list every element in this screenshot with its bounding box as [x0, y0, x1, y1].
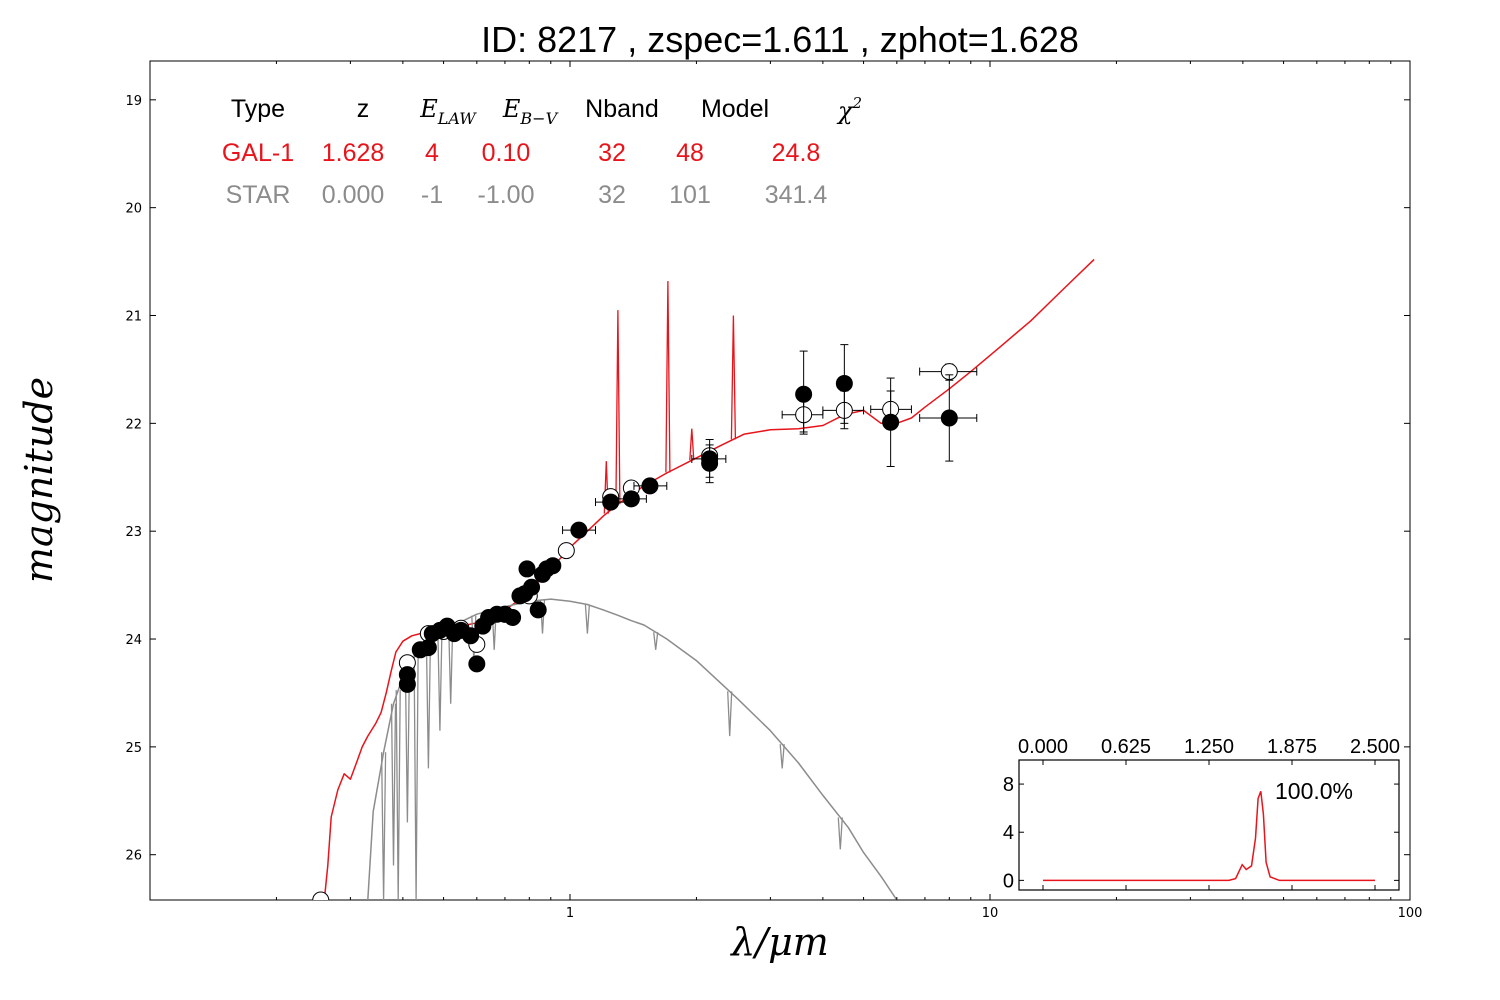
table-cell: 1.628 [322, 139, 385, 167]
sed-feature-1 [395, 690, 401, 900]
y-tick-label: 23 [125, 525, 142, 540]
fit-results-table: Type z ELAW EB−V Nband Model χ2 GAL-1 1.6… [222, 94, 862, 209]
inset-x-tick-label: 2.500 [1350, 736, 1400, 758]
sed-feature-1 [437, 633, 443, 731]
pdf-curve [1043, 791, 1375, 882]
table-cell: -1.00 [478, 181, 535, 209]
sed-feature-1 [727, 691, 733, 737]
observed-flux-point [835, 374, 853, 392]
table-cell: 341.4 [765, 181, 828, 209]
sed-feature-1 [404, 668, 411, 823]
inset-x-tick-label: 1.875 [1267, 736, 1317, 758]
axes: 1 10 100 19 20 21 22 23 24 25 26 [125, 61, 1422, 921]
table-header-type: Type [231, 95, 285, 123]
plot-inner [312, 258, 1095, 900]
inset-x-tick-label: 0.000 [1018, 736, 1068, 758]
observed-flux-point [795, 385, 813, 403]
observed-flux-point [462, 627, 480, 645]
sed-feature-0 [665, 280, 671, 473]
inset-y-tick-label: 0 [1003, 870, 1014, 892]
y-tick-label: 26 [125, 849, 142, 864]
sed-feature-1 [413, 655, 419, 900]
table-header-z: z [357, 95, 370, 123]
inset-frame [1018, 759, 1400, 891]
y-tick-label: 24 [125, 633, 142, 648]
y-tick-label: 25 [125, 741, 142, 756]
sed-feature-1 [837, 817, 843, 850]
observed-flux-point [882, 413, 900, 431]
table-cell: 101 [669, 181, 711, 209]
sed-feature-0 [615, 310, 621, 505]
plot-area [312, 258, 1095, 900]
y-axis-label: magnitude [17, 377, 61, 583]
table-cell: 24.8 [772, 139, 821, 167]
observed-flux-point [419, 639, 437, 657]
table-cell: -1 [421, 181, 443, 209]
observed-flux-point [701, 454, 719, 472]
observed-flux-point [641, 477, 659, 495]
inset-x-tick-label: 1.250 [1184, 736, 1234, 758]
observed-flux-point [523, 578, 541, 596]
redshift-pdf-inset: 0.000 0.625 1.250 1.875 2.500 0 4 8 100.0% [1003, 736, 1400, 892]
table-cell: 32 [598, 139, 626, 167]
sed-feature-1 [584, 604, 591, 634]
sed-feature-1 [390, 703, 397, 866]
sed-feature-0 [689, 428, 695, 461]
inset-y-tick-label: 8 [1003, 774, 1014, 796]
observed-flux-point [398, 675, 416, 693]
inset-y-tick-label: 4 [1003, 822, 1014, 844]
chart-title: ID: 8217 , zspec=1.611 , zphot=1.628 [481, 19, 1079, 60]
observed-flux-point [529, 601, 547, 619]
sed-feature-1 [653, 632, 659, 650]
table-cell: 0.000 [322, 181, 385, 209]
y-tick-label: 22 [125, 417, 142, 432]
sed-line-0 [323, 258, 1095, 900]
model-flux-point [557, 542, 575, 560]
sed-line-1 [367, 598, 898, 900]
plot-frame [149, 60, 1411, 901]
x-tick-label: 10 [982, 906, 999, 921]
sed-feature-0 [730, 315, 737, 440]
y-tick-label: 20 [125, 202, 142, 217]
table-cell: STAR [226, 181, 291, 209]
sed-feature-1 [448, 626, 454, 704]
observed-flux-point [570, 521, 588, 539]
observed-flux-point [518, 560, 536, 578]
table-header-elaw: ELAW [419, 95, 477, 128]
observed-flux-point [544, 557, 562, 575]
observed-flux-point [940, 409, 958, 427]
sed-feature-1 [779, 744, 785, 769]
y-tick-label: 19 [125, 94, 142, 109]
table-cell: 0.10 [482, 139, 531, 167]
table-cell: GAL-1 [222, 139, 294, 167]
sed-feature-1 [425, 641, 432, 769]
inset-x-tick-label: 0.625 [1101, 736, 1151, 758]
model-flux-point [312, 891, 330, 900]
table-cell: 4 [425, 139, 439, 167]
x-tick-label: 1 [566, 906, 574, 921]
observed-flux-point [622, 490, 640, 508]
x-tick-label: 100 [1398, 906, 1423, 921]
table-cell: 32 [598, 181, 626, 209]
sed-feature-1 [380, 752, 387, 900]
observed-flux-point [468, 655, 486, 673]
table-cell: 48 [676, 139, 704, 167]
observed-flux-point [602, 493, 620, 511]
inset-annotation: 100.0% [1275, 778, 1353, 804]
x-axis-label: λ/μm [729, 920, 829, 964]
observed-flux-point [504, 608, 522, 626]
table-header-ebv: EB−V [502, 95, 559, 128]
table-header-model: Model [701, 95, 769, 123]
y-tick-label: 21 [125, 310, 142, 325]
table-header-nband: Nband [585, 95, 659, 123]
inset-plot: 0.000 0.625 1.250 1.875 2.500 0 4 8 [1003, 736, 1400, 892]
table-header-chi2: χ2 [836, 94, 862, 125]
